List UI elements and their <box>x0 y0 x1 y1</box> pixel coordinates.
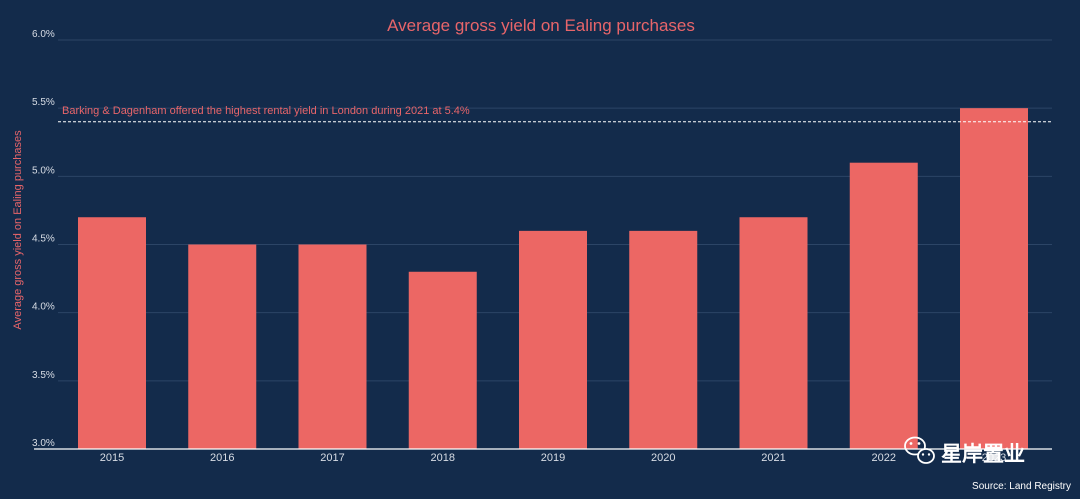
x-axis-ticks: 2015 2016 2017 2018 2019 2020 2021 2022 2023 <box>100 452 1006 464</box>
x-tick-label: 2018 <box>431 452 455 464</box>
reference-line-annotation: Barking & Dagenham offered the highest r… <box>62 105 470 117</box>
y-tick-label: 5.0% <box>32 165 55 176</box>
x-tick-label: 2023 <box>982 452 1006 464</box>
y-axis-title: Average gross yield on Ealing purchases <box>12 130 24 330</box>
wechat-icon <box>904 436 935 464</box>
y-tick-label: 3.5% <box>32 370 55 381</box>
bar-2019 <box>519 230 587 449</box>
x-tick-label: 2017 <box>320 452 344 464</box>
bar-2022 <box>849 162 918 449</box>
bar-2018 <box>408 271 477 449</box>
bar-2023 <box>960 108 1028 450</box>
x-tick-label: 2015 <box>100 452 124 464</box>
y-axis-ticks: 3.0% 3.5% 4.0% 4.5% 5.0% 5.5% 6.0% <box>32 29 55 449</box>
x-tick-label: 2020 <box>651 452 675 464</box>
watermark: 星岸置业 <box>904 436 1025 466</box>
y-tick-label: 5.5% <box>32 97 55 108</box>
x-tick-label: 2019 <box>541 452 565 464</box>
bar-2016 <box>188 244 257 449</box>
bar-2021 <box>739 217 808 449</box>
y-tick-label: 3.0% <box>32 438 55 449</box>
x-tick-label: 2016 <box>210 452 234 464</box>
y-tick-label: 4.0% <box>32 302 55 313</box>
bar-2020 <box>629 230 698 449</box>
source-note: Source: Land Registry <box>972 481 1071 492</box>
watermark-text: 星岸置业 <box>941 442 1025 466</box>
x-tick-label: 2021 <box>761 452 785 464</box>
bar-2017 <box>298 244 367 449</box>
y-tick-label: 4.5% <box>32 234 55 245</box>
y-tick-label: 6.0% <box>32 29 55 40</box>
x-tick-label: 2022 <box>872 452 896 464</box>
chart-title: Average gross yield on Ealing purchases <box>387 16 695 35</box>
bars <box>78 108 1028 450</box>
bar-2015 <box>78 217 146 449</box>
